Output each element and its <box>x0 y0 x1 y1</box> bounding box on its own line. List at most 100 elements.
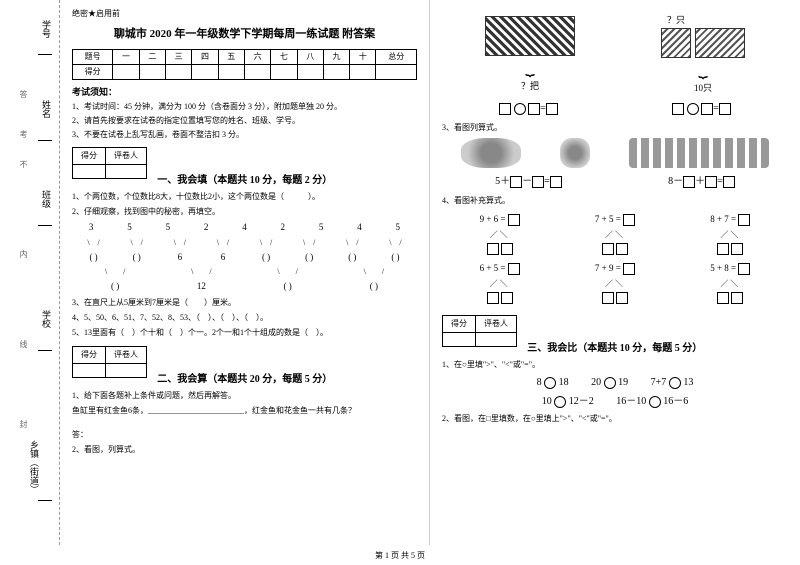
q-r3: 3、看图列算式。 <box>442 122 788 134</box>
binding-label: 班级 <box>40 190 53 208</box>
circle-icon <box>649 396 661 408</box>
tn: ( ) <box>365 280 383 294</box>
cn: 12－2 <box>569 396 594 407</box>
box-icon <box>508 214 520 226</box>
tree-bot-row: ( ) 12 ( ) ( ) <box>72 280 417 294</box>
binding-line <box>38 54 52 55</box>
answer-label: 答： <box>72 429 417 441</box>
fruit-row <box>442 138 788 168</box>
td-top: 7 + 9 = <box>595 263 621 273</box>
brace-label: ？把 <box>485 80 575 94</box>
th: 五 <box>218 49 244 64</box>
tn: ( ) <box>279 280 297 294</box>
section-2-title: 二、我会算（本题共 20 分，每题 5 分） <box>157 372 332 387</box>
binding-sub: 考 <box>18 130 29 138</box>
eq-text: 8－ <box>668 176 683 187</box>
eq-text: 5＋ <box>495 176 510 187</box>
tn: 5 <box>159 221 177 235</box>
tn: 6 <box>214 251 232 265</box>
tn: 2 <box>274 221 292 235</box>
box-icon <box>672 103 684 115</box>
mouse-image-icon <box>560 138 590 168</box>
cn: 10 <box>542 396 552 407</box>
sb-c2: 评卷人 <box>476 316 517 333</box>
section-1-title: 一、我会填（本题共 10 分，每题 2 分） <box>157 173 332 188</box>
q2-2: 2、看图，列算式。 <box>72 444 417 456</box>
binding-line <box>38 225 52 226</box>
td-top: 5 + 8 = <box>710 263 736 273</box>
brace-label: 10只 <box>661 82 745 96</box>
box-icon <box>717 243 729 255</box>
th: 八 <box>297 49 323 64</box>
box-icon <box>616 292 628 304</box>
notice-item: 3、不要在试卷上乱写乱画，卷面不整洁扣 3 分。 <box>72 129 417 141</box>
q1-3: 3、在直尺上从5厘米到7厘米是（ ）厘米。 <box>72 297 417 309</box>
box-icon <box>683 176 695 188</box>
binding-side: 线 <box>18 340 29 348</box>
cn: 19 <box>618 377 628 388</box>
branch-icon: ／＼ <box>595 229 635 241</box>
th: 总分 <box>376 49 417 64</box>
tn: ( ) <box>343 251 361 265</box>
sb-c2: 评卷人 <box>106 148 147 165</box>
slash-row: \ /\ /\ /\ / <box>72 266 417 278</box>
binding-side: 不 <box>18 160 29 168</box>
tn: 5 <box>120 221 138 235</box>
th: 七 <box>271 49 297 64</box>
score-box: 得分评卷人 <box>442 315 517 347</box>
th: 三 <box>165 49 191 64</box>
box-icon <box>602 243 614 255</box>
equation-row: 5＋－= 8－＋= <box>442 174 788 189</box>
box-icon <box>508 263 520 275</box>
figure-row-top: ⏟ ？把 ？只 ⏟ 10只 <box>442 14 788 95</box>
tree-mid-row: ( ) ( ) 6 6 ( ) ( ) ( ) ( ) <box>72 251 417 265</box>
tn: 5 <box>389 221 407 235</box>
circle-icon <box>687 103 699 115</box>
page-footer: 第 1 页 共 5 页 <box>0 550 800 561</box>
cn: 16－10 <box>616 396 646 407</box>
binding-side: 答 <box>18 90 29 98</box>
notice-title: 考试须知： <box>72 86 417 100</box>
td-top: 9 + 6 = <box>480 214 506 224</box>
tn: 2 <box>197 221 215 235</box>
th: 九 <box>323 49 349 64</box>
circle-icon <box>514 103 526 115</box>
tn: 5 <box>312 221 330 235</box>
box-icon <box>731 292 743 304</box>
q2-1: 1、给下面各题补上条件或问题，然后再解答。 <box>72 390 417 402</box>
th: 题号 <box>73 49 113 64</box>
equation-row: = = <box>442 101 788 116</box>
tn: 4 <box>350 221 368 235</box>
box-icon <box>616 243 628 255</box>
tn: ( ) <box>257 251 275 265</box>
tree-diagram-row: 9 + 6 = ／＼ 7 + 5 = ／＼ 8 + 7 = ／＼ <box>442 213 788 256</box>
box-icon <box>723 176 735 188</box>
branch-icon: ／＼ <box>710 278 750 290</box>
animal-image-icon <box>695 28 745 58</box>
animal-image-icon <box>661 28 691 58</box>
binding-side: 封 <box>18 420 29 428</box>
circle-icon <box>544 377 556 389</box>
compare-row: 8 18 20 19 7+7 13 <box>442 375 788 390</box>
tree-diagram: 8 + 7 = ／＼ <box>710 213 750 256</box>
th: 二 <box>139 49 165 64</box>
box-icon <box>546 103 558 115</box>
tn: ( ) <box>128 251 146 265</box>
box-icon <box>501 243 513 255</box>
branch-icon: ／＼ <box>595 278 635 290</box>
box-icon <box>499 103 511 115</box>
td-top: 7 + 5 = <box>595 214 621 224</box>
td-top: 6 + 5 = <box>480 263 506 273</box>
tree-diagram: 7 + 9 = ／＼ <box>595 262 635 305</box>
notice-item: 2、请首先按要求在试卷的指定位置填写您的姓名、班级、学号。 <box>72 115 417 127</box>
cn: 8 <box>537 377 542 388</box>
tn: 6 <box>171 251 189 265</box>
box-icon <box>487 243 499 255</box>
binding-margin: 学号 姓名 班级 学校 乡镇（街道） 答 考 不 内 线 封 <box>0 0 60 545</box>
secret-label: 绝密★启用前 <box>72 8 417 20</box>
binding-side: 内 <box>18 250 29 258</box>
branch-icon: ／＼ <box>710 229 750 241</box>
tn: ( ) <box>85 251 103 265</box>
tree-top-row: 3 5 5 2 4 2 5 4 5 <box>72 221 417 235</box>
cn: 13 <box>683 377 693 388</box>
